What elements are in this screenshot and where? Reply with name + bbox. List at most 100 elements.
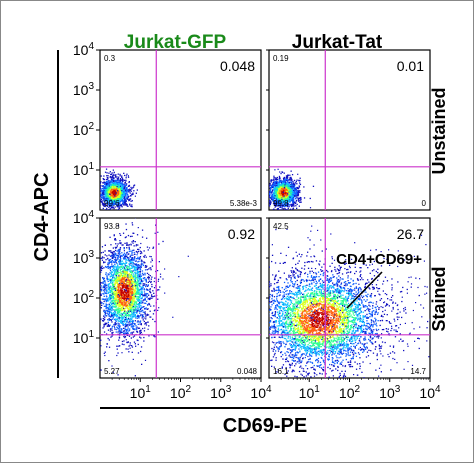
point — [106, 181, 108, 183]
point — [153, 287, 156, 289]
point — [286, 189, 289, 192]
point — [139, 330, 141, 332]
point — [111, 287, 113, 289]
point — [283, 185, 285, 187]
point — [287, 180, 289, 182]
point — [112, 189, 114, 192]
point — [132, 261, 134, 264]
point — [107, 180, 109, 182]
point — [108, 209, 110, 210]
point — [303, 186, 305, 188]
point — [100, 195, 102, 197]
density-dots — [89, 168, 138, 210]
point — [288, 189, 290, 192]
point — [100, 268, 102, 270]
point — [124, 188, 126, 190]
point — [141, 363, 143, 365]
point — [128, 299, 130, 301]
point — [124, 204, 126, 206]
point — [144, 302, 146, 304]
point — [109, 290, 111, 292]
point — [107, 311, 109, 313]
point — [276, 180, 278, 182]
point — [128, 284, 130, 286]
point — [276, 176, 278, 179]
point — [119, 286, 121, 289]
point — [129, 264, 131, 266]
point — [113, 187, 115, 189]
point — [111, 309, 113, 312]
point — [269, 200, 271, 202]
point — [103, 189, 105, 192]
point — [278, 192, 280, 194]
point — [145, 256, 147, 258]
point — [130, 296, 132, 298]
point — [276, 197, 278, 199]
point — [293, 184, 295, 186]
point — [118, 277, 120, 279]
point — [111, 172, 113, 174]
point — [102, 281, 104, 283]
point — [107, 185, 110, 187]
point — [89, 200, 90, 201]
point — [299, 179, 301, 182]
point — [136, 281, 138, 283]
point — [111, 200, 113, 202]
point — [272, 184, 274, 186]
point — [130, 264, 133, 267]
point — [148, 325, 150, 327]
point — [95, 308, 96, 309]
point — [134, 320, 136, 322]
point — [103, 209, 105, 210]
point — [264, 186, 265, 187]
point — [299, 191, 301, 194]
point — [108, 307, 111, 309]
point — [113, 190, 115, 192]
point — [115, 303, 117, 305]
point — [112, 266, 114, 268]
point — [295, 201, 297, 203]
point — [112, 254, 114, 257]
point — [90, 181, 91, 182]
point — [107, 319, 109, 321]
point — [125, 190, 128, 193]
point — [282, 187, 284, 189]
point — [104, 200, 106, 203]
point — [121, 193, 123, 195]
point — [275, 192, 277, 194]
point — [300, 199, 302, 201]
point — [103, 205, 105, 207]
point — [296, 187, 299, 190]
point — [269, 182, 271, 185]
point — [128, 250, 130, 253]
point — [123, 327, 125, 329]
point — [123, 193, 125, 195]
point — [103, 300, 105, 303]
point — [137, 314, 139, 316]
point — [293, 200, 295, 203]
point — [142, 284, 144, 286]
point — [105, 189, 107, 192]
point — [139, 269, 142, 271]
point — [119, 330, 121, 332]
point — [106, 182, 108, 185]
point — [133, 311, 135, 313]
point — [129, 198, 132, 200]
point — [114, 188, 117, 190]
point — [109, 266, 112, 268]
point — [278, 175, 281, 178]
point — [102, 203, 105, 205]
quadrant-lower-left-percent: 99.8 — [273, 199, 289, 208]
point — [104, 203, 106, 205]
point — [120, 279, 123, 282]
point — [134, 277, 137, 279]
point — [118, 248, 120, 251]
point — [108, 319, 110, 321]
point — [116, 198, 119, 201]
point — [296, 207, 298, 209]
point — [280, 187, 283, 190]
point — [113, 261, 115, 263]
point — [128, 303, 130, 305]
point — [145, 292, 147, 295]
point — [277, 192, 279, 195]
